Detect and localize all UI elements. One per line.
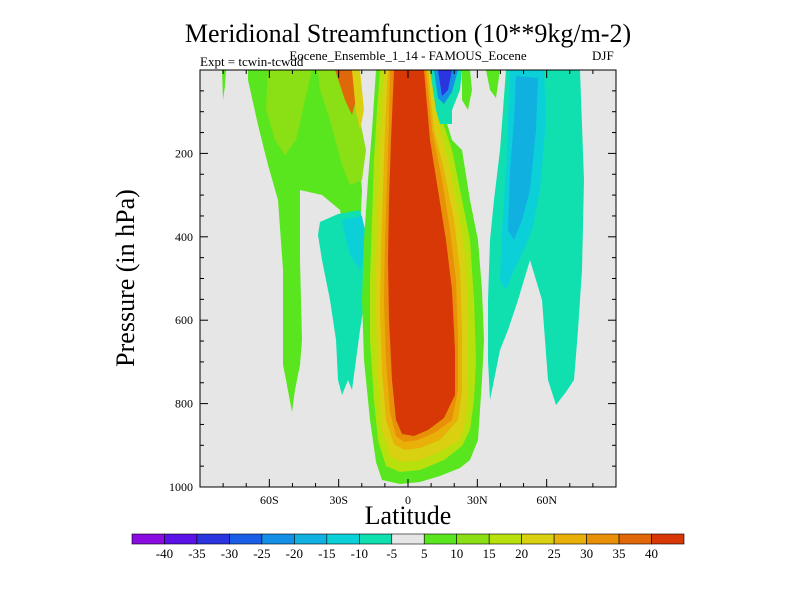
colorbar [131,533,685,545]
y-tick-label: 400 [175,230,193,244]
colorbar-swatch [553,533,587,545]
colorbar-swatch [164,533,198,545]
contour-fill-minus20-north [508,76,538,240]
colorbar-swatch [261,533,295,545]
x-tick-labels: 60S 30S 0 30N 60N [260,493,557,507]
x-tick-label: 60N [536,493,557,507]
contour-fill-15-south [266,70,312,155]
colorbar-labels: -40 -35 -30 -25 -20 -15 -10 -5 5 10 15 20 25 30 35 40 [156,546,658,561]
colorbar-label: -30 [221,546,238,561]
y-tick-labels: 200 400 600 800 1000 [169,146,193,494]
colorbar-label: -35 [188,546,205,561]
colorbar-swatch [391,533,425,545]
chart-subtitle: Eocene_Ensemble_1_14 - FAMOUS_Eocene [289,48,527,63]
colorbar-swatch [488,533,522,545]
colorbar-label: 15 [483,546,496,561]
contour-fill-minus35-north-top [438,70,452,96]
colorbar-swatch [229,533,263,545]
colorbar-label: 5 [421,546,428,561]
colorbar-label: 30 [580,546,593,561]
colorbar-swatch [456,533,490,545]
expt-label: Expt = tcwin-tcwdd [200,54,304,69]
contour-fill-5-north-top [462,70,472,110]
contour-fill-5-far-south [222,70,226,100]
x-axis-label: Latitude [365,501,452,530]
colorbar-label: 20 [515,546,528,561]
y-tick-label: 600 [175,313,193,327]
colorbar-label: -10 [351,546,368,561]
colorbar-label: 10 [450,546,463,561]
colorbar-swatch [651,533,685,545]
colorbar-label: -20 [286,546,303,561]
contour-fill-40-center [388,70,455,436]
colorbar-swatch [618,533,652,545]
contour-fill-5-north-spike [486,70,500,98]
colorbar-label: -25 [253,546,270,561]
contour-fill-minus15-south [342,216,366,270]
x-tick-label: 30S [329,493,348,507]
plot-area [200,70,616,487]
y-tick-label: 1000 [169,480,193,494]
colorbar-swatch [358,533,393,545]
chart-title: Meridional Streamfunction (10**9kg/m-2) [185,19,631,48]
contour-fill-25-spike [352,70,364,130]
colorbar-label: -5 [386,546,397,561]
colorbar-swatch [196,533,230,545]
colorbar-label: -15 [318,546,335,561]
colorbar-label: 25 [548,546,561,561]
x-tick-label: 60S [260,493,279,507]
colorbar-swatch [131,533,165,545]
axis-ticks [200,70,616,487]
colorbar-label: 40 [645,546,658,561]
x-tick-label: 30N [467,493,488,507]
colorbar-swatch [586,533,620,545]
colorbar-swatch [521,533,555,545]
y-axis-label: Pressure (in hPa) [111,189,140,367]
season-label: DJF [592,48,614,63]
contour-fill-10-south [248,70,362,412]
y-tick-label: 200 [175,146,193,160]
colorbar-label: -40 [156,546,173,561]
colorbar-swatch [294,533,328,545]
y-tick-label: 800 [175,397,193,411]
colorbar-swatch [423,533,458,545]
colorbar-swatch [326,533,360,545]
contour-fill-35-spike [335,70,356,115]
x-tick-label: 0 [405,493,411,507]
colorbar-label: 35 [613,546,626,561]
